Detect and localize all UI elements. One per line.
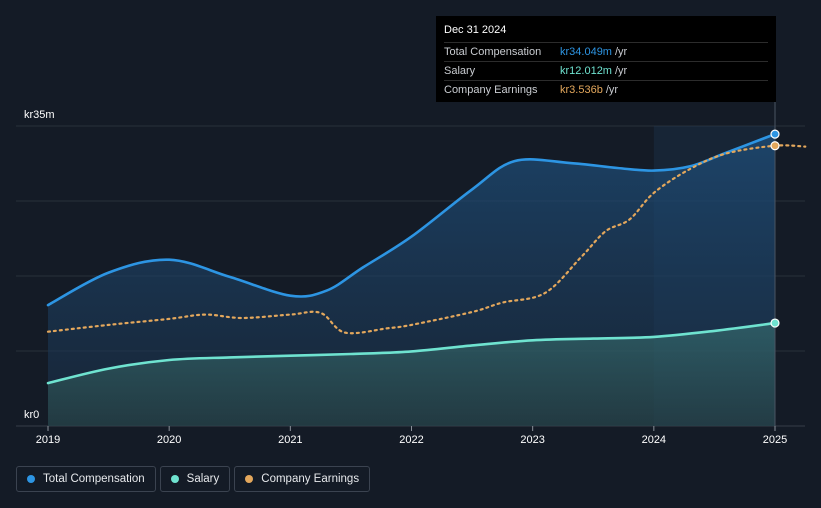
circle-icon: [170, 475, 179, 483]
legend-label: Company Earnings: [261, 473, 360, 485]
tooltip-unit: /yr: [614, 46, 628, 58]
tooltip-row-salary: Salary kr12.012m /yr: [444, 61, 768, 80]
tooltip-label: Total Compensation: [444, 46, 542, 58]
total-compensation-line: [46, 132, 777, 307]
salary-area: [48, 323, 775, 426]
series-markers[interactable]: [770, 129, 780, 328]
legend-label: Salary: [186, 473, 220, 485]
company-earnings-marker[interactable]: [770, 141, 780, 151]
tooltip-unit: /yr: [614, 65, 628, 77]
x-tick-label-2023: 2023: [520, 434, 544, 446]
tooltip-date: Dec 31 2024: [444, 24, 507, 36]
company-earnings-line: [46, 144, 807, 335]
chart-legend: Total Compensation Salary Company Earnin…: [16, 466, 371, 492]
tooltip-row-total-compensation: Total Compensation kr34.049m /yr: [444, 42, 768, 61]
legend-label: Total Compensation: [43, 473, 145, 485]
x-tick-label-2021: 2021: [278, 434, 302, 446]
y-axis: kr35m kr0: [24, 109, 55, 421]
tooltip-value: kr3.536b: [560, 84, 603, 96]
tooltip-value: kr12.012m: [560, 65, 612, 77]
x-tick-label-2025: 2025: [763, 434, 787, 446]
salary-marker[interactable]: [770, 318, 780, 328]
total-compensation-marker[interactable]: [770, 129, 780, 139]
y-tick-label-max: kr35m: [24, 109, 55, 121]
tooltip-unit: /yr: [605, 84, 619, 96]
circle-icon: [27, 475, 35, 483]
salary-line: [46, 321, 777, 385]
tooltip-value: kr34.049m: [560, 46, 612, 58]
x-tick-label-2020: 2020: [157, 434, 181, 446]
x-tick-label-2024: 2024: [642, 434, 666, 446]
x-tick-label-2019: 2019: [36, 434, 60, 446]
series-areas: [48, 134, 775, 426]
legend-item-total-compensation[interactable]: Total Compensation: [16, 466, 156, 492]
legend-item-salary[interactable]: Salary: [159, 466, 231, 492]
series-lines: [46, 132, 807, 385]
circle-icon: [245, 475, 254, 483]
x-tick-label-2022: 2022: [399, 434, 423, 446]
y-tick-label-zero: kr0: [24, 409, 39, 421]
tooltip-label: Salary: [444, 65, 476, 77]
x-axis: 2019 2020 2021 2022 2023 2024 2025: [36, 426, 787, 446]
tooltip-row-company-earnings: Company Earnings kr3.536b /yr: [444, 80, 768, 99]
tooltip-label: Company Earnings: [444, 84, 538, 96]
chart-tooltip: Dec 31 2024 Total Compensation kr34.049m…: [436, 16, 776, 102]
legend-item-company-earnings[interactable]: Company Earnings: [234, 466, 371, 492]
